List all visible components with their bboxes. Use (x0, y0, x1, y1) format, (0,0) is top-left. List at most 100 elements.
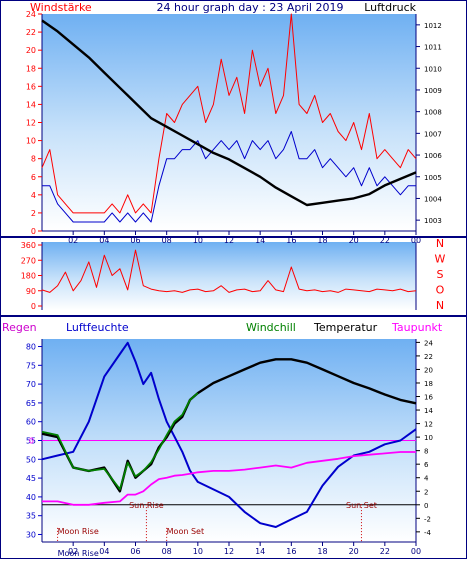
x-tick-label: 16 (286, 236, 296, 245)
y-left-tick-label: 20 (26, 46, 36, 55)
y-right-tick-label: -4 (424, 529, 432, 537)
x-tick-label: 14 (255, 547, 265, 556)
y-left-tick-label: 55 (26, 437, 36, 446)
y-right-tick-label: 1011 (424, 44, 442, 52)
y-left-tick-label: 0 (31, 227, 36, 236)
y-right-tick-label: 22 (424, 353, 433, 361)
y-right-tick-label: -2 (424, 515, 431, 523)
y-right-tick-label: 6 (424, 461, 429, 469)
x-tick-label: 04 (99, 547, 109, 556)
y-right-tick-label: 1004 (424, 195, 442, 203)
x-tick-label: 10 (193, 547, 203, 556)
y-right-tick-label: 2 (424, 488, 428, 496)
y-left-tick-label: 70 (26, 380, 36, 389)
compass-label: N (436, 299, 444, 312)
y-left-tick-label: 0 (31, 302, 36, 311)
y-right-tick-label: 1005 (424, 174, 442, 182)
x-tick-label: 18 (317, 236, 327, 245)
y-left-tick-label: 65 (26, 399, 36, 408)
plot-area-wind (42, 14, 416, 231)
legend-temperatur: Temperatur (313, 321, 378, 334)
series-line (41, 13, 417, 214)
y-left-tick-label: 6 (31, 173, 36, 182)
x-tick-label: 22 (380, 236, 390, 245)
y-right-tick-label: 10 (424, 434, 433, 442)
y-left-tick-label: 2 (31, 209, 36, 218)
wind-panel: 0246810121416182022241003100410051006100… (26, 10, 443, 245)
series-line (41, 249, 417, 293)
y-left-tick-label: 75 (26, 361, 36, 370)
y-left-tick-label: 80 (26, 343, 36, 352)
x-tick-label: 22 (380, 547, 390, 556)
compass-label: S (437, 268, 444, 281)
y-right-tick-label: 4 (424, 475, 429, 483)
panel-frame-top (0, 0, 467, 237)
legend-regen: Regen (2, 321, 37, 334)
y-left-tick-label: 360 (21, 241, 36, 250)
y-left-tick-label: 30 (26, 530, 36, 539)
marker-label: Sun Set (346, 501, 377, 510)
x-tick-label: 04 (99, 236, 109, 245)
x-tick-label: 20 (349, 236, 359, 245)
x-tick-label: 10 (193, 236, 203, 245)
y-left-tick-label: 16 (26, 82, 36, 91)
series-line (42, 451, 416, 506)
y-right-tick-label: 1008 (424, 109, 442, 117)
y-right-tick-label: 12 (424, 421, 433, 429)
marker-label: Moon Rise (58, 527, 99, 536)
y-right-tick-label: 24 (424, 339, 433, 347)
panel-frame-middle (0, 237, 467, 316)
x-tick-label: 12 (224, 236, 234, 245)
compass-label: W (435, 253, 446, 266)
series-line (42, 131, 416, 223)
series-line (41, 341, 417, 528)
y-left-tick-label: 24 (26, 10, 36, 19)
x-tick-label: 08 (162, 547, 172, 556)
y-left-tick-label: 22 (26, 28, 36, 37)
x-tick-label: 00 (411, 547, 421, 556)
x-tick-label: 14 (255, 236, 265, 245)
right-axis-title-pressure: Luftdruck (364, 1, 416, 14)
compass-label: O (436, 284, 445, 297)
marker-label: Moon Rise (58, 549, 99, 558)
x-tick-label: 18 (317, 547, 327, 556)
panel-frame-bottom (0, 316, 467, 559)
y-left-tick-label: 4 (31, 191, 36, 200)
y-right-tick-label: 0 (424, 502, 428, 510)
y-left-tick-label: 50 (26, 455, 36, 464)
y-left-tick-label: 35 (26, 512, 36, 521)
y-left-tick-label: 12 (26, 119, 36, 128)
x-tick-label: 06 (130, 236, 140, 245)
y-left-tick-label: 14 (26, 100, 36, 109)
x-tick-label: 02 (68, 236, 78, 245)
y-right-tick-label: 1012 (424, 22, 442, 30)
legend-windchill: Windchill (246, 321, 296, 334)
y-right-tick-label: 20 (424, 366, 433, 374)
y-right-tick-label: 16 (424, 394, 433, 402)
y-left-tick-label: 270 (21, 256, 36, 265)
y-left-tick-label: 8 (31, 155, 36, 164)
y-left-tick-label: 40 (26, 493, 36, 502)
y-right-tick-label: 1003 (424, 217, 442, 225)
x-tick-label: 06 (130, 547, 140, 556)
y-left-tick-label: 10 (26, 137, 36, 146)
reference-label: 0 (29, 437, 34, 446)
chart-title: 24 hour graph day : 23 April 2019 (157, 1, 344, 14)
y-left-tick-label: 18 (26, 64, 36, 73)
y-left-tick-label: 90 (26, 287, 36, 296)
y-right-tick-label: 14 (424, 407, 433, 415)
x-tick-label: 00 (411, 236, 421, 245)
marker-label: Moon Set (167, 527, 204, 536)
y-left-tick-label: 45 (26, 474, 36, 483)
compass-label: N (436, 237, 444, 250)
x-tick-label: 12 (224, 547, 234, 556)
x-tick-label: 02 (68, 547, 78, 556)
x-tick-label: 16 (286, 547, 296, 556)
y-right-tick-label: 1006 (424, 152, 442, 160)
y-left-tick-label: 180 (21, 272, 36, 281)
marker-label: Sun Rise (129, 501, 164, 510)
temperature-panel: 3035404550556065707580-4-202468101214161… (26, 339, 433, 558)
x-tick-label: 20 (349, 547, 359, 556)
